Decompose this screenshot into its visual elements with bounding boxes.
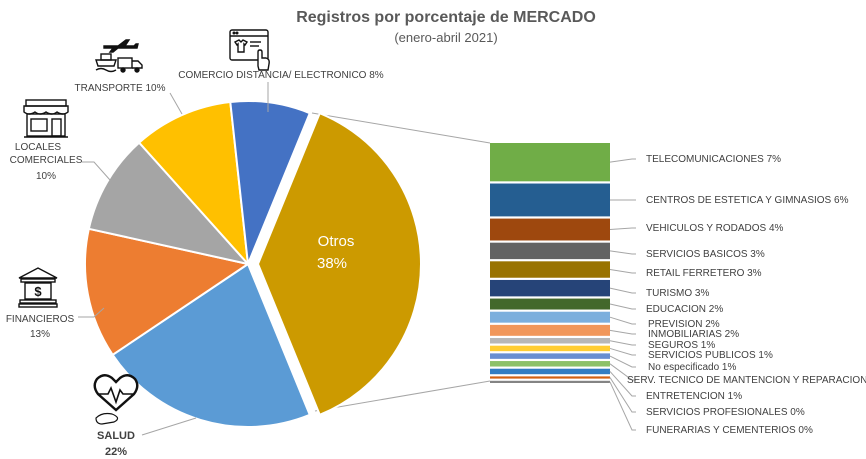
- connector-top: [311, 112, 491, 144]
- label-locales-line2: COMERCIALES: [10, 155, 83, 166]
- bar-leader: [609, 329, 636, 335]
- bar-segment-servicios-profesionales: [490, 376, 610, 379]
- label-financieros: FINANCIEROS: [6, 314, 75, 325]
- label-locales-pct: 10%: [36, 171, 56, 182]
- pie-labels: COMERCIO DISTANCIA/ ELECTRONICO 8% TRANS…: [6, 70, 384, 458]
- storefront-icon: [23, 99, 69, 138]
- label-comercio-distancia: COMERCIO DISTANCIA/ ELECTRONICO 8%: [178, 70, 384, 81]
- pie-slice-financieros: [84, 227, 251, 357]
- bar-label: TURISMO 3%: [646, 288, 709, 299]
- pie-slice-transporte: [137, 100, 250, 267]
- bar-leader: [609, 371, 636, 397]
- bar-leader: [609, 363, 636, 381]
- bar-segment-prevision: [490, 311, 610, 323]
- bar-label: EDUCACION 2%: [646, 304, 723, 315]
- bar-segment-telecomunicaciones: [490, 143, 610, 182]
- bar-leader: [609, 269, 636, 274]
- bar-label: FUNERARIAS Y CEMENTERIOS 0%: [646, 425, 813, 436]
- bar-label: SEGUROS 1%: [648, 340, 715, 351]
- svg-text:$: $: [34, 284, 42, 299]
- bar-leader: [609, 381, 636, 431]
- leader-locales: [82, 161, 111, 181]
- bar-labels: TELECOMUNICACIONES 7% CENTROS DE ESTETICA…: [609, 154, 866, 436]
- bar-segment-centros-de-estetica-y-gimnasios: [490, 183, 610, 217]
- pie-slice-salud: [111, 262, 312, 428]
- label-transporte: TRANSPORTE 10%: [75, 83, 166, 94]
- pie-slices: [84, 100, 422, 428]
- label-salud-pct: 22%: [105, 446, 127, 458]
- label-locales-line1: LOCALES: [15, 142, 61, 153]
- bar-segment-funerarias-y-cementerios: [490, 380, 610, 383]
- bar-label: SERVICIOS PROFESIONALES 0%: [646, 407, 805, 418]
- bar-segment-inmobiliarias: [490, 324, 610, 336]
- bar-leader: [609, 377, 636, 413]
- bar-label: CENTROS DE ESTETICA Y GIMNASIOS 6%: [646, 195, 849, 206]
- bar-segment-turismo: [490, 279, 610, 297]
- bar-leader: [609, 340, 636, 346]
- bar-label: SERVICIOS BASICOS 3%: [646, 249, 765, 260]
- connector-bottom: [314, 380, 491, 412]
- chart-subtitle: (enero-abril 2021): [394, 30, 497, 45]
- bar-leader: [609, 158, 636, 163]
- bar-label: TELECOMUNICACIONES 7%: [646, 154, 781, 165]
- bar-segment-servicios-basicos: [490, 242, 610, 260]
- bar-segment-entretencion: [490, 368, 610, 375]
- bar-label: INMOBILIARIAS 2%: [648, 329, 739, 340]
- bar-leader: [609, 347, 636, 356]
- bar-leader: [609, 303, 636, 310]
- heart-pulse-hands-icon: [93, 374, 139, 425]
- bar-segment-no-especificado: [490, 353, 610, 359]
- bar-leader: [609, 316, 636, 325]
- ecommerce-screen-icon: [229, 29, 270, 71]
- pie-slice-otros: [256, 111, 422, 417]
- bar-segment-seguros: [490, 338, 610, 344]
- bar-label: SERV. TECNICO DE MANTENCION Y REPARACION…: [627, 375, 866, 386]
- leader-financieros: [78, 307, 105, 318]
- bar-label: VEHICULOS Y RODADOS 4%: [646, 223, 784, 234]
- pie-slice-comercio-distancia-electronico: [229, 100, 312, 265]
- bar-label: SERVICIOS PUBLICOS 1%: [648, 350, 773, 361]
- bank-icon: $: [18, 267, 58, 308]
- bar-segment-servicios-publicos: [490, 345, 610, 352]
- bar-segment-retail-ferretero: [490, 261, 610, 278]
- bar-label: PREVISION 2%: [648, 319, 720, 330]
- bar-segment-serv-tecnico-de-mantencion-y-reparacion: [490, 361, 610, 367]
- label-salud: SALUD: [97, 430, 135, 442]
- leader-salud: [141, 417, 197, 436]
- bar-label: ENTRETENCION 1%: [646, 391, 742, 402]
- bar-leader: [609, 287, 636, 294]
- bar-segment-educacion: [490, 298, 610, 310]
- bar-leader: [609, 227, 636, 231]
- bar-leader: [609, 355, 636, 368]
- label-otros: Otros: [318, 233, 355, 250]
- label-financieros-pct: 13%: [30, 329, 50, 340]
- bar-leader: [609, 250, 636, 255]
- chart-title: Registros por porcentaje de MERCADO: [296, 9, 596, 26]
- bar-label: RETAIL FERRETERO 3%: [646, 268, 762, 279]
- bar-segment-vehiculos-y-rodados: [490, 218, 610, 241]
- stacked-bar: [490, 143, 610, 383]
- label-otros-pct: 38%: [317, 255, 347, 272]
- airplane-ship-truck-icon: [95, 39, 143, 73]
- bar-label: No especificado 1%: [648, 362, 736, 373]
- pie-slice-locales-comerciales: [87, 141, 251, 266]
- leader-transporte: [169, 92, 183, 115]
